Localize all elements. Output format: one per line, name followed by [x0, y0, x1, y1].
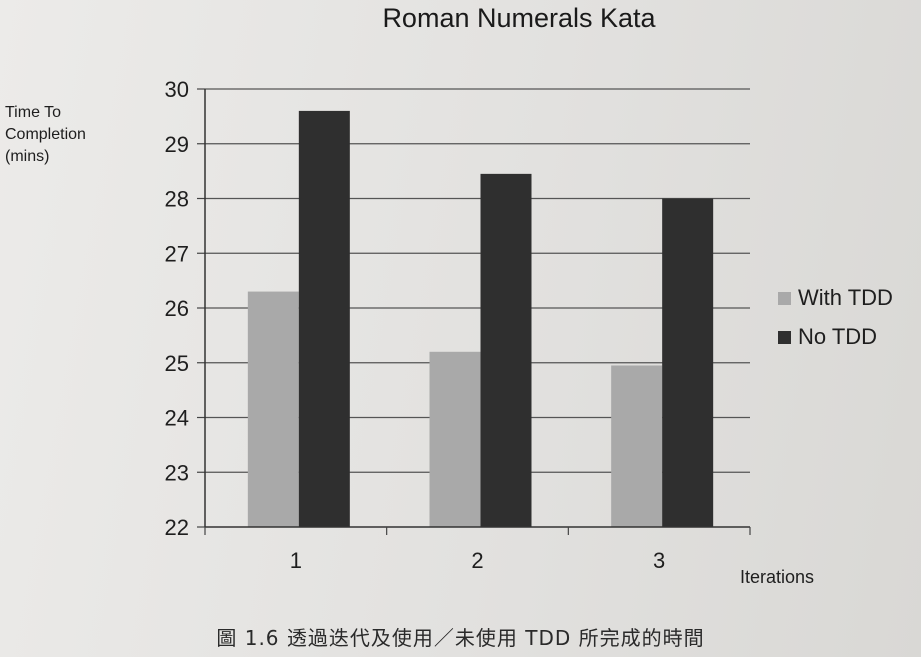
y-axis-label-line-1: Time To — [5, 104, 61, 121]
y-tick-label: 30 — [165, 77, 189, 102]
y-axis-label-line-3: (mins) — [5, 148, 49, 165]
x-tick-label: 2 — [471, 548, 483, 573]
x-axis-label: Iterations — [740, 567, 814, 587]
y-axis-label-line-2: Completion — [5, 126, 86, 143]
bar-no-tdd-1 — [298, 110, 350, 528]
legend-swatch — [778, 331, 791, 344]
bar-no-tdd-2 — [480, 173, 532, 528]
y-tick-label: 29 — [165, 132, 189, 157]
x-tick-label: 3 — [653, 548, 665, 573]
y-tick-label: 24 — [165, 406, 189, 431]
bar-with-tdd-1 — [247, 291, 299, 527]
bar-with-tdd-2 — [429, 351, 481, 527]
chart-title: Roman Numerals Kata — [382, 3, 656, 33]
legend-swatch — [778, 292, 791, 305]
legend-label: With TDD — [798, 285, 893, 310]
x-tick-labels: 1 2 3 — [290, 548, 666, 573]
y-tick-label: 25 — [165, 351, 189, 376]
y-tick-labels: 30 29 28 27 26 25 24 23 22 — [165, 77, 189, 540]
y-tick-label: 23 — [165, 460, 189, 485]
axes — [204, 89, 751, 535]
legend-label: No TDD — [798, 324, 877, 349]
figure-caption: 圖 1.6 透過迭代及使用／未使用 TDD 所完成的時間 — [216, 626, 705, 650]
bars — [247, 110, 714, 528]
y-tick-label: 28 — [165, 187, 189, 212]
y-tick-label: 22 — [165, 515, 189, 540]
y-axis-label: Time To Completion (mins) — [5, 104, 86, 165]
bar-with-tdd-3 — [611, 365, 663, 527]
x-tick-label: 1 — [290, 548, 302, 573]
bar-no-tdd-3 — [662, 198, 714, 527]
y-tick-label: 27 — [165, 241, 189, 266]
y-tick-label: 26 — [165, 296, 189, 321]
legend: With TDD No TDD — [778, 285, 893, 349]
